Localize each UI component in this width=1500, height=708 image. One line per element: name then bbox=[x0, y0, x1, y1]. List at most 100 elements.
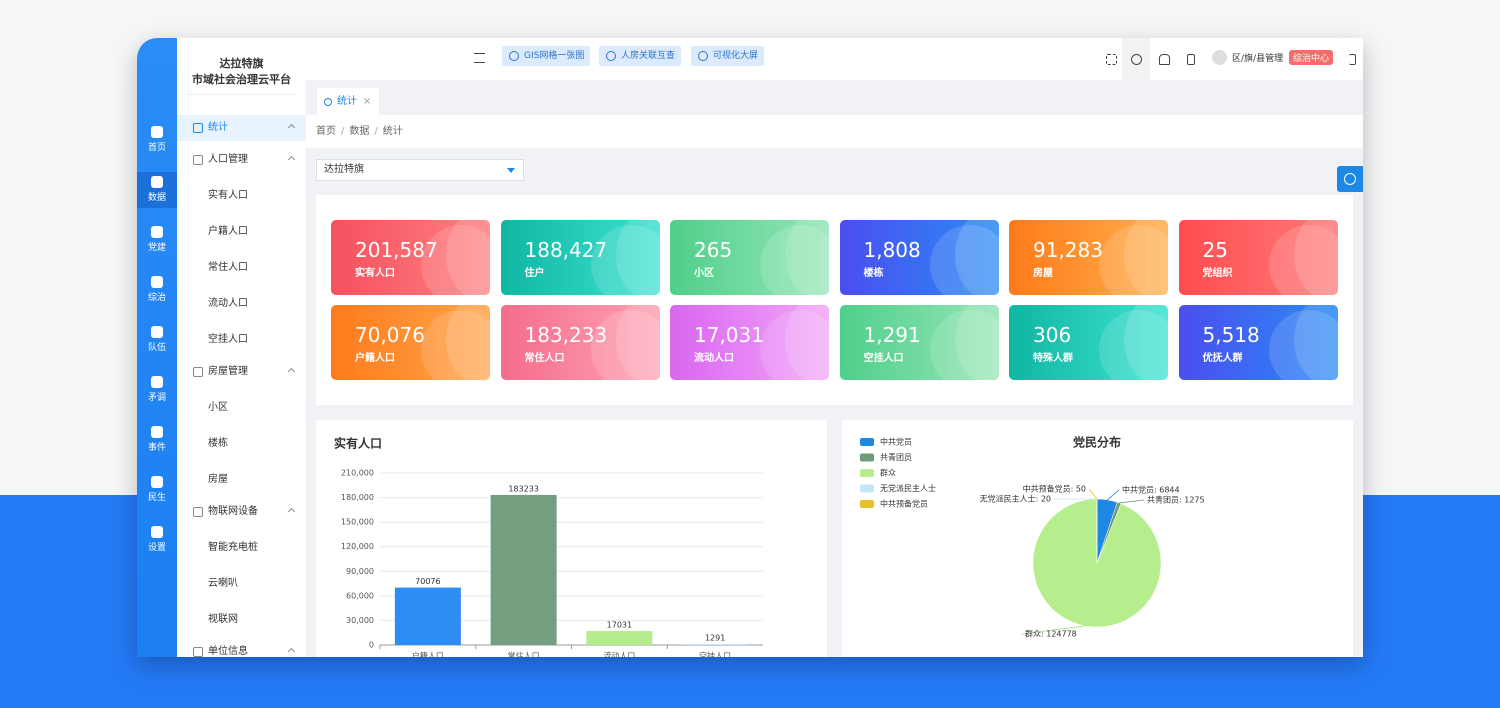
stat-value[interactable]: 91,283 bbox=[1033, 238, 1103, 262]
rail-label[interactable]: 党建 bbox=[147, 243, 166, 253]
rail-item[interactable]: 数据 bbox=[137, 172, 177, 208]
stat-card[interactable]: 1,291 空挂人口 bbox=[839, 305, 999, 380]
stat-label[interactable]: 常住人口 bbox=[524, 353, 565, 364]
rail-item[interactable]: 民生 bbox=[137, 472, 177, 508]
rail-item[interactable]: 矛调 bbox=[137, 372, 177, 408]
chevron[interactable] bbox=[287, 647, 296, 656]
stat-card[interactable]: 70,076 户籍人口 bbox=[331, 305, 490, 380]
stat-label[interactable]: 住户 bbox=[524, 268, 545, 279]
stat-card[interactable]: 17,031 流动人口 bbox=[670, 305, 829, 380]
crumb[interactable]: 数据 bbox=[349, 126, 370, 137]
menu-icon[interactable] bbox=[193, 647, 203, 657]
search-icon[interactable] bbox=[1131, 54, 1142, 65]
rail-label[interactable]: 首页 bbox=[147, 143, 166, 153]
stat-label[interactable]: 户籍人口 bbox=[355, 353, 395, 364]
rail-icon[interactable] bbox=[151, 276, 163, 288]
tab-close[interactable]: × bbox=[363, 96, 372, 107]
menu-label[interactable]: 流动人口 bbox=[208, 298, 248, 309]
menu-label[interactable]: 云喇叭 bbox=[208, 578, 238, 589]
rail-icon[interactable] bbox=[151, 126, 163, 138]
rail-icon[interactable] bbox=[151, 426, 163, 438]
stat-label[interactable]: 实有人口 bbox=[355, 268, 395, 279]
rail-item[interactable]: 事件 bbox=[137, 422, 177, 458]
logout-icon[interactable] bbox=[1349, 54, 1356, 65]
crumb[interactable]: 首页 bbox=[316, 126, 336, 137]
menu-icon[interactable] bbox=[193, 123, 203, 133]
rail-label[interactable]: 矛调 bbox=[147, 393, 166, 403]
stat-label[interactable]: 小区 bbox=[694, 268, 714, 279]
menu-group[interactable]: 人口管理 bbox=[177, 147, 306, 173]
stat-value[interactable]: 306 bbox=[1033, 323, 1072, 347]
menu-label[interactable]: 物联网设备 bbox=[208, 506, 258, 517]
chevron[interactable] bbox=[287, 155, 296, 164]
menu-group[interactable]: 统计 bbox=[177, 115, 306, 141]
rail-item[interactable]: 党建 bbox=[137, 222, 177, 258]
menu-label[interactable]: 小区 bbox=[208, 402, 228, 413]
chevron[interactable] bbox=[287, 507, 296, 516]
stat-label[interactable]: 特殊人群 bbox=[1033, 353, 1073, 364]
stat-label[interactable]: 楼栋 bbox=[863, 268, 884, 279]
menu-label[interactable]: 实有人口 bbox=[208, 190, 248, 201]
menu-label[interactable]: 空挂人口 bbox=[208, 334, 248, 345]
menu-toggle[interactable] bbox=[474, 53, 485, 63]
stat-label[interactable]: 空挂人口 bbox=[863, 353, 904, 364]
menu-label[interactable]: 单位信息 bbox=[208, 646, 248, 657]
menu-item[interactable]: 常住人口 bbox=[177, 255, 306, 281]
menu-group[interactable]: 单位信息 bbox=[177, 639, 306, 657]
menu-label[interactable]: 楼栋 bbox=[208, 438, 228, 449]
rail-label[interactable]: 事件 bbox=[147, 443, 166, 453]
menu-label[interactable]: 房屋 bbox=[208, 474, 228, 485]
stat-label[interactable]: 优抚人群 bbox=[1202, 353, 1243, 364]
top-link[interactable]: GIS网格一张图 bbox=[502, 46, 591, 66]
rail-icon[interactable] bbox=[151, 526, 163, 538]
menu-label[interactable]: 智能充电桩 bbox=[208, 542, 258, 553]
top-link[interactable]: 可视化大屏 bbox=[691, 46, 765, 66]
rail-item[interactable]: 首页 bbox=[137, 122, 177, 158]
rail-item[interactable]: 综治 bbox=[137, 272, 177, 308]
menu-item[interactable]: 云喇叭 bbox=[177, 571, 306, 597]
tab[interactable]: 统计 × bbox=[317, 88, 380, 115]
stat-card[interactable]: 306 特殊人群 bbox=[1009, 305, 1168, 380]
rail-label[interactable]: 队伍 bbox=[147, 343, 166, 353]
rail-label[interactable]: 数据 bbox=[147, 193, 166, 203]
rail-label[interactable]: 设置 bbox=[147, 543, 166, 553]
gear-icon[interactable] bbox=[1344, 173, 1356, 185]
stat-value[interactable]: 70,076 bbox=[355, 323, 425, 347]
stat-value[interactable]: 183,233 bbox=[524, 323, 608, 347]
menu-item[interactable]: 实有人口 bbox=[177, 183, 306, 209]
chevron[interactable] bbox=[287, 367, 296, 376]
tab-label[interactable]: 统计 bbox=[337, 96, 357, 107]
menu-label[interactable]: 房屋管理 bbox=[208, 366, 248, 377]
settings-button[interactable] bbox=[1337, 166, 1363, 192]
menu-item[interactable]: 小区 bbox=[177, 395, 306, 421]
menu-label[interactable]: 常住人口 bbox=[208, 262, 248, 273]
stat-label[interactable]: 党组织 bbox=[1202, 268, 1233, 279]
rail-icon[interactable] bbox=[151, 376, 163, 388]
user-name[interactable]: 区/旗/县管理 bbox=[1232, 54, 1284, 64]
fullscreen-icon[interactable] bbox=[1106, 54, 1117, 65]
menu-item[interactable]: 智能充电桩 bbox=[177, 535, 306, 561]
region-select[interactable]: 达拉特旗 bbox=[316, 159, 524, 181]
stat-label[interactable]: 房屋 bbox=[1033, 268, 1053, 279]
stat-card[interactable]: 265 小区 bbox=[670, 220, 829, 295]
menu-icon[interactable] bbox=[193, 367, 203, 377]
rail-icon[interactable] bbox=[151, 176, 163, 188]
stat-card[interactable]: 201,587 实有人口 bbox=[331, 220, 490, 295]
menu-item[interactable]: 流动人口 bbox=[177, 291, 306, 317]
stat-card[interactable]: 91,283 房屋 bbox=[1009, 220, 1168, 295]
chevron[interactable] bbox=[287, 123, 296, 132]
stat-value[interactable]: 5,518 bbox=[1202, 323, 1260, 347]
rail-item[interactable]: 设置 bbox=[137, 522, 177, 558]
select-arrow[interactable] bbox=[507, 168, 515, 173]
rail-icon[interactable] bbox=[151, 476, 163, 488]
stat-card[interactable]: 25 党组织 bbox=[1178, 220, 1338, 295]
rail-icon[interactable] bbox=[151, 326, 163, 338]
menu-item[interactable]: 房屋 bbox=[177, 467, 306, 493]
menu-label[interactable]: 户籍人口 bbox=[208, 226, 248, 237]
stat-value[interactable]: 17,031 bbox=[694, 323, 764, 347]
menu-label[interactable]: 视联网 bbox=[208, 614, 238, 625]
stat-card[interactable]: 183,233 常住人口 bbox=[500, 305, 660, 380]
rail-item[interactable]: 队伍 bbox=[137, 322, 177, 358]
menu-group[interactable]: 物联网设备 bbox=[177, 499, 306, 525]
stat-card[interactable]: 1,808 楼栋 bbox=[839, 220, 999, 295]
